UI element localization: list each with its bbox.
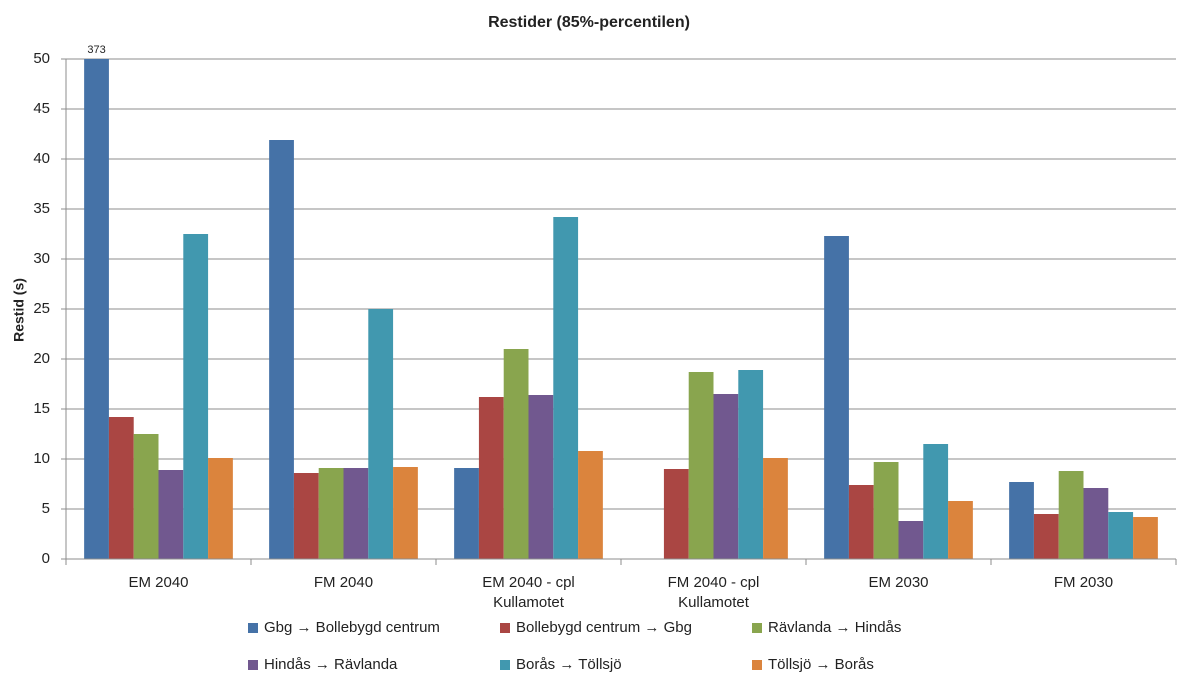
y-tick-label: 5 [42,500,50,517]
bar [478,397,504,559]
bar [578,451,603,559]
legend-swatch [248,623,258,633]
y-tick-label: 40 [33,150,50,167]
bar [688,372,714,559]
bar [553,217,579,559]
bar [1009,482,1034,559]
y-axis-title: Restid (s) [11,278,27,342]
bar [158,470,184,559]
bar [848,485,874,559]
bar [948,501,973,559]
bar [84,59,109,559]
bar [183,234,209,559]
legend-label: Hindås → Rävlanda [264,656,398,673]
legend-label: Gbg → Bollebygd centrum [264,619,440,636]
legend-swatch [752,660,762,670]
bar [713,394,739,559]
y-tick-label: 30 [33,250,50,267]
legend-label: Töllsjö → Borås [768,656,874,673]
bar [738,370,764,559]
bar [393,467,418,559]
bar [528,395,554,559]
x-tick-label: FM 2030 [1053,574,1114,591]
bar [454,468,479,559]
bar [368,309,394,559]
bar [824,236,849,559]
bar [1033,514,1059,559]
bar [108,417,134,559]
bar [873,462,899,559]
x-tick-label: FM 2040 - cpl Kullamotet [667,574,760,611]
y-tick-label: 20 [33,350,50,367]
y-tick-label: 35 [33,200,50,217]
legend-swatch [248,660,258,670]
bars [84,59,1158,559]
legend-label: Borås → Töllsjö [516,656,622,673]
bar [1108,512,1134,559]
y-tick-label: 45 [33,100,50,117]
legend-label: Bollebygd centrum → Gbg [516,619,692,636]
bar [318,468,344,559]
y-tick-label: 25 [33,300,50,317]
x-tick-label: FM 2040 [313,574,374,591]
bar [1133,517,1158,559]
value-label: 373 [87,44,105,56]
bar [503,349,529,559]
bar [763,458,788,559]
bar [923,444,949,559]
bar [1058,471,1084,559]
bar [1083,488,1109,559]
legend-label: Rävlanda → Hindås [768,619,901,636]
x-tick-label: EM 2040 [128,574,189,591]
bar [663,469,689,559]
legend-swatch [500,623,510,633]
y-tick-label: 15 [33,400,50,417]
bar [269,140,294,559]
x-tick-label: EM 2030 [868,574,929,591]
x-tick-label: EM 2040 - cpl Kullamotet [482,574,575,611]
bar [898,521,924,559]
bar [208,458,233,559]
y-tick-label: 10 [33,450,50,467]
bar [293,473,319,559]
y-tick-label: 50 [33,50,50,67]
bar [133,434,159,559]
legend-swatch [752,623,762,633]
y-tick-label: 0 [42,550,50,567]
legend-swatch [500,660,510,670]
chart-title: Restider (85%-percentilen) [488,14,690,31]
bar [343,468,369,559]
